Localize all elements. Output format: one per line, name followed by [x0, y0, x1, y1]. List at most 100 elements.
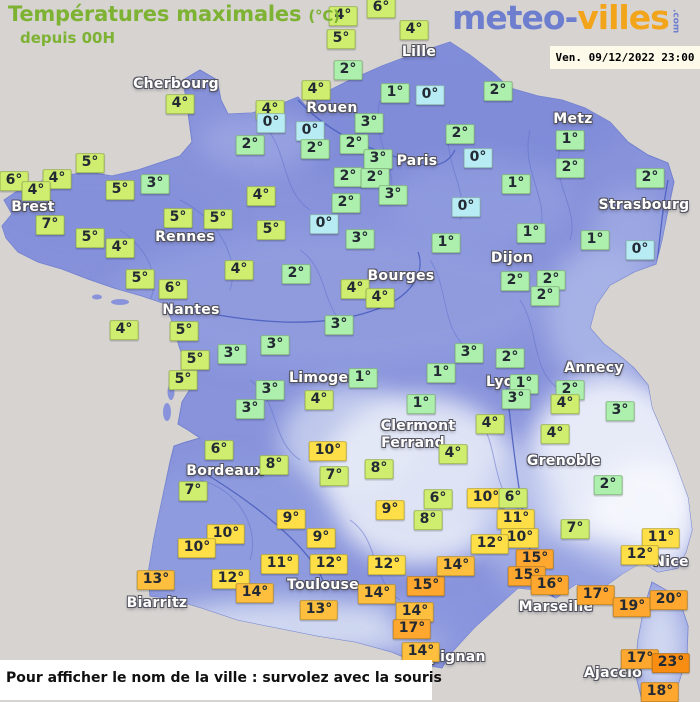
temp-label[interactable]: 12°	[309, 554, 349, 574]
temp-label[interactable]: 0°	[295, 121, 325, 141]
temp-label[interactable]: 1°	[516, 223, 546, 243]
temp-label[interactable]: 23°	[651, 653, 691, 673]
temp-label[interactable]: 6°	[423, 489, 453, 509]
temp-label[interactable]: 4°	[109, 320, 139, 340]
temp-label[interactable]: 9°	[306, 528, 336, 548]
temp-label[interactable]: 0°	[415, 85, 445, 105]
temp-label[interactable]: 0°	[451, 197, 481, 217]
temp-label[interactable]: 3°	[235, 399, 265, 419]
temp-label[interactable]: 1°	[501, 174, 531, 194]
temp-label[interactable]: 4°	[21, 181, 51, 201]
temp-label[interactable]: 4°	[105, 238, 135, 258]
temp-label[interactable]: 7°	[560, 519, 590, 539]
temp-label[interactable]: 5°	[180, 350, 210, 370]
temp-label[interactable]: 3°	[217, 344, 247, 364]
temp-label[interactable]: 8°	[413, 510, 443, 530]
temp-label[interactable]: 5°	[169, 321, 199, 341]
temp-label[interactable]: 4°	[165, 94, 195, 114]
temp-label[interactable]: 5°	[75, 153, 105, 173]
temp-label[interactable]: 4°	[224, 260, 254, 280]
temp-label[interactable]: 6°	[204, 440, 234, 460]
temp-label[interactable]: 10°	[466, 488, 506, 508]
temp-label[interactable]: 15°	[515, 549, 555, 569]
temp-label[interactable]: 14°	[401, 642, 441, 662]
temp-label[interactable]: 7°	[35, 215, 65, 235]
temp-label[interactable]: 12°	[367, 555, 407, 575]
temp-label[interactable]: 2°	[339, 134, 369, 154]
temp-label[interactable]: 11°	[260, 554, 300, 574]
temp-label[interactable]: 17°	[392, 619, 432, 639]
temp-label[interactable]: 13°	[299, 600, 339, 620]
temp-label[interactable]: 11°	[641, 528, 681, 548]
temp-label[interactable]: 10°	[308, 441, 348, 461]
temp-label[interactable]: 19°	[612, 597, 652, 617]
temp-label[interactable]: 12°	[470, 534, 510, 554]
temp-label[interactable]: 10°	[500, 528, 540, 548]
temp-label[interactable]: 2°	[500, 271, 530, 291]
temp-label[interactable]: 4°	[328, 6, 358, 26]
temp-label[interactable]: 2°	[530, 286, 560, 306]
temp-label[interactable]: 1°	[580, 230, 610, 250]
temp-label[interactable]: 3°	[324, 315, 354, 335]
temp-label[interactable]: 10°	[177, 538, 217, 558]
temp-label[interactable]: 7°	[319, 466, 349, 486]
temp-label[interactable]: 18°	[640, 682, 680, 702]
temp-label[interactable]: 4°	[540, 424, 570, 444]
temp-label[interactable]: 1°	[555, 130, 585, 150]
temp-label[interactable]: 5°	[256, 220, 286, 240]
temp-label[interactable]: 2°	[445, 124, 475, 144]
temp-label[interactable]: 8°	[364, 459, 394, 479]
temp-label[interactable]: 3°	[605, 401, 635, 421]
temp-label[interactable]: 2°	[360, 168, 390, 188]
temp-label[interactable]: 16°	[530, 575, 570, 595]
temp-label[interactable]: 3°	[501, 389, 531, 409]
temp-label[interactable]: 4°	[365, 288, 395, 308]
temp-label[interactable]: 2°	[333, 60, 363, 80]
temp-label[interactable]: 9°	[276, 509, 306, 529]
temp-label[interactable]: 14°	[395, 602, 435, 622]
temp-label[interactable]: 11°	[496, 509, 536, 529]
temp-label[interactable]: 2°	[333, 167, 363, 187]
temp-label[interactable]: 4°	[475, 414, 505, 434]
temp-label[interactable]: 2°	[235, 135, 265, 155]
temp-label[interactable]: 6°	[158, 279, 188, 299]
temp-label[interactable]: 3°	[454, 343, 484, 363]
temp-label[interactable]: 4°	[550, 394, 580, 414]
temp-label[interactable]: 0°	[256, 113, 286, 133]
temp-label[interactable]: 4°	[246, 186, 276, 206]
temp-label[interactable]: 5°	[203, 209, 233, 229]
temp-label[interactable]: 14°	[235, 583, 275, 603]
temp-label[interactable]: 0°	[625, 240, 655, 260]
temp-label[interactable]: 4°	[304, 390, 334, 410]
temp-label[interactable]: 14°	[357, 584, 397, 604]
temp-label[interactable]: 3°	[354, 113, 384, 133]
temp-label[interactable]: 20°	[649, 590, 689, 610]
temp-label[interactable]: 10°	[206, 524, 246, 544]
temp-label[interactable]: 5°	[326, 29, 356, 49]
temp-label[interactable]: 8°	[259, 455, 289, 475]
temp-label[interactable]: 4°	[438, 444, 468, 464]
temp-label[interactable]: 9°	[375, 500, 405, 520]
temp-label[interactable]: 1°	[406, 394, 436, 414]
temp-label[interactable]: 6°	[0, 171, 29, 191]
temp-label[interactable]: 12°	[620, 545, 660, 565]
temp-label[interactable]: 6°	[366, 0, 396, 18]
temp-label[interactable]: 5°	[125, 269, 155, 289]
temp-label[interactable]: 0°	[309, 214, 339, 234]
temp-label[interactable]: 2°	[331, 193, 361, 213]
temp-label[interactable]: 17°	[576, 585, 616, 605]
temp-label[interactable]: 5°	[163, 208, 193, 228]
temp-label[interactable]: 3°	[140, 174, 170, 194]
temp-label[interactable]: 5°	[105, 180, 135, 200]
temp-label[interactable]: 3°	[255, 380, 285, 400]
temp-label[interactable]: 2°	[635, 168, 665, 188]
temp-label[interactable]: 17°	[620, 649, 660, 669]
temp-label[interactable]: 2°	[300, 139, 330, 159]
temp-label[interactable]: 5°	[168, 370, 198, 390]
temp-label[interactable]: 5°	[75, 228, 105, 248]
temp-label[interactable]: 13°	[136, 570, 176, 590]
temp-label[interactable]: 7°	[178, 481, 208, 501]
temp-label[interactable]: 1°	[348, 368, 378, 388]
temp-label[interactable]: 3°	[260, 335, 290, 355]
temp-label[interactable]: 2°	[555, 158, 585, 178]
